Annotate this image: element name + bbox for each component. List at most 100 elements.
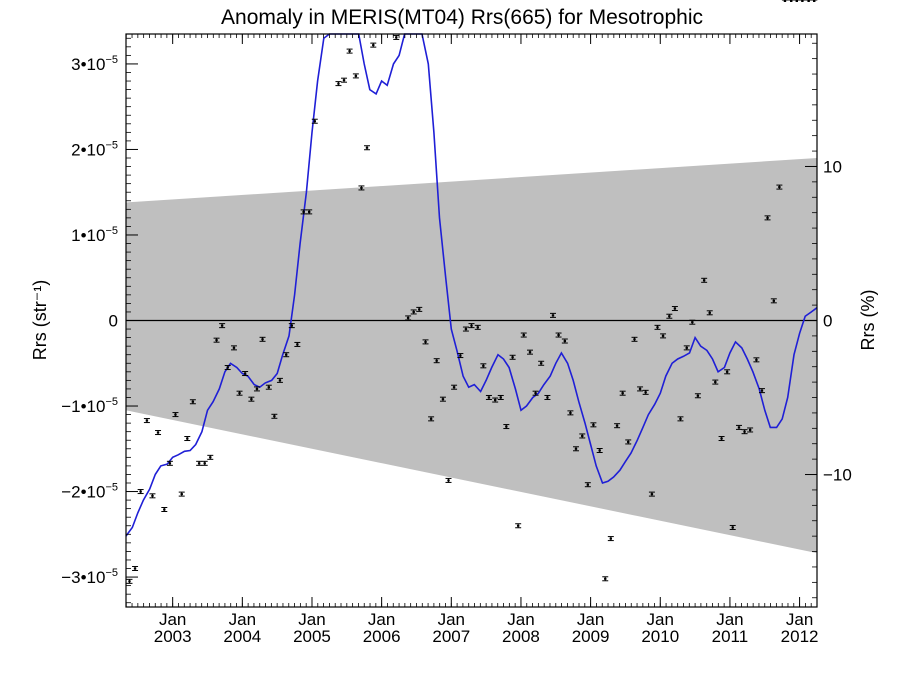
smoothed-series-line — [125, 33, 818, 537]
data-point — [538, 360, 545, 366]
data-point — [166, 460, 173, 466]
data-point — [132, 566, 139, 572]
data-point — [311, 118, 318, 124]
data-point — [445, 477, 452, 483]
data-point — [230, 345, 237, 351]
data-point — [729, 524, 736, 530]
uncertainty-band — [126, 158, 817, 554]
x-tick-month-label: Jan — [786, 610, 813, 629]
y-axis-right-label: Rrs (%) — [858, 290, 878, 351]
x-tick-year-label: 2005 — [293, 627, 331, 646]
data-point — [178, 491, 185, 497]
x-axis: Jan2003Jan2004Jan2005Jan2006Jan2007Jan20… — [125, 34, 819, 646]
data-point — [451, 384, 458, 390]
y-left-tick-label: −1•10−5 — [61, 396, 118, 416]
data-point — [253, 386, 260, 392]
data-point — [161, 507, 168, 513]
data-point — [393, 34, 400, 40]
x-tick-year-label: 2007 — [432, 627, 470, 646]
data-point — [694, 393, 701, 399]
data-point — [590, 422, 597, 428]
data-point — [781, 0, 788, 2]
data-point — [288, 323, 295, 329]
data-point — [555, 332, 562, 338]
y-left-tick-label: 0 — [109, 312, 118, 331]
data-point — [248, 396, 255, 402]
data-point — [637, 386, 644, 392]
data-point — [614, 423, 621, 429]
data-point — [462, 326, 469, 332]
data-point — [747, 427, 754, 433]
x-tick-year-label: 2004 — [223, 627, 261, 646]
data-point — [758, 388, 765, 394]
data-point — [712, 379, 719, 385]
data-point — [259, 336, 266, 342]
y-right-tick-label: 10 — [823, 157, 842, 176]
data-point — [660, 333, 667, 339]
data-point — [276, 377, 283, 383]
data-points-layer — [126, 0, 818, 584]
x-tick-year-label: 2009 — [572, 627, 610, 646]
data-point — [485, 394, 492, 400]
data-point — [242, 371, 249, 377]
data-point — [520, 332, 527, 338]
data-point — [544, 394, 551, 400]
data-point — [184, 436, 191, 442]
x-tick-month-label: Jan — [577, 610, 604, 629]
x-tick-year-label: 2006 — [363, 627, 401, 646]
data-point — [126, 578, 133, 584]
x-tick-year-label: 2011 — [712, 627, 749, 646]
x-tick-month-label: Jan — [368, 610, 395, 629]
data-point — [619, 390, 626, 396]
data-point — [805, 0, 812, 2]
data-point — [300, 209, 307, 215]
data-point — [799, 0, 806, 2]
x-tick-year-label: 2010 — [641, 627, 679, 646]
data-point — [503, 424, 510, 430]
data-point — [346, 48, 353, 54]
data-point — [527, 349, 534, 355]
data-point — [364, 145, 371, 151]
data-point — [776, 184, 783, 190]
data-point — [335, 81, 342, 87]
data-point — [549, 312, 556, 318]
data-point — [515, 523, 522, 529]
data-point — [468, 323, 475, 329]
data-point — [677, 416, 684, 422]
data-point — [422, 339, 429, 345]
y-left-tick-label: −2•10−5 — [61, 482, 118, 502]
data-point — [416, 306, 423, 312]
data-point — [648, 491, 655, 497]
data-point — [137, 489, 144, 495]
data-point — [572, 446, 579, 452]
data-point — [265, 384, 272, 390]
data-point — [172, 412, 179, 418]
data-point — [405, 315, 412, 321]
data-point — [666, 313, 673, 319]
data-point — [352, 73, 359, 79]
data-point — [439, 396, 446, 402]
y-axis-left-label: Rrs (str⁻¹) — [30, 280, 50, 360]
data-point — [701, 277, 708, 283]
x-tick-year-label: 2012 — [781, 627, 819, 646]
data-point — [155, 430, 162, 436]
x-tick-month-label: Jan — [716, 610, 743, 629]
data-point — [567, 410, 574, 416]
data-point — [410, 309, 417, 315]
smoothed-line-layer — [125, 33, 818, 537]
data-point — [654, 324, 661, 330]
data-point — [283, 352, 290, 358]
data-point — [370, 42, 377, 48]
data-point — [579, 433, 586, 439]
data-point — [735, 424, 742, 430]
data-point — [642, 389, 649, 395]
x-tick-month-label: Jan — [229, 610, 256, 629]
y-left-tick-label: 3•10−5 — [71, 54, 118, 74]
x-tick-month-label: Jan — [438, 610, 465, 629]
y-right-tick-label: 0 — [823, 312, 832, 331]
data-point — [561, 338, 568, 344]
data-point — [532, 390, 539, 396]
data-point — [457, 353, 464, 359]
data-point — [201, 460, 208, 466]
